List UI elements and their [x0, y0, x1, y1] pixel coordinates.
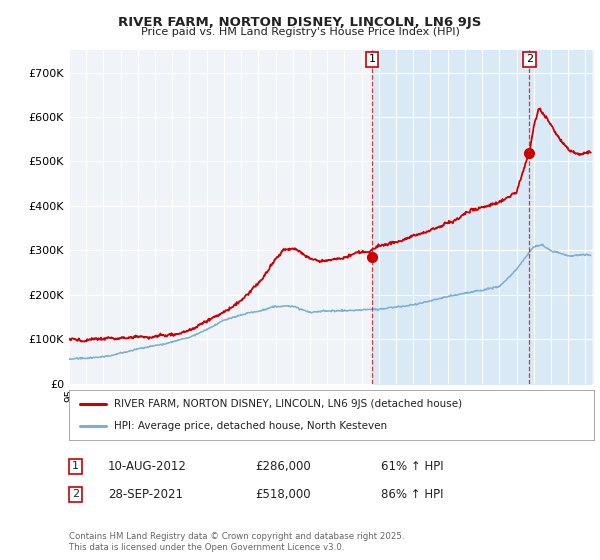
Text: £286,000: £286,000 [255, 460, 311, 473]
Text: Price paid vs. HM Land Registry's House Price Index (HPI): Price paid vs. HM Land Registry's House … [140, 27, 460, 37]
Text: 86% ↑ HPI: 86% ↑ HPI [381, 488, 443, 501]
Text: £518,000: £518,000 [255, 488, 311, 501]
Text: 1: 1 [72, 461, 79, 472]
Text: Contains HM Land Registry data © Crown copyright and database right 2025.
This d: Contains HM Land Registry data © Crown c… [69, 532, 404, 552]
Text: 2: 2 [526, 54, 533, 64]
Text: RIVER FARM, NORTON DISNEY, LINCOLN, LN6 9JS: RIVER FARM, NORTON DISNEY, LINCOLN, LN6 … [118, 16, 482, 29]
Text: 2: 2 [72, 489, 79, 500]
Text: HPI: Average price, detached house, North Kesteven: HPI: Average price, detached house, Nort… [113, 421, 387, 431]
Text: 61% ↑ HPI: 61% ↑ HPI [381, 460, 443, 473]
Text: 28-SEP-2021: 28-SEP-2021 [108, 488, 183, 501]
Text: 1: 1 [368, 54, 376, 64]
Text: 10-AUG-2012: 10-AUG-2012 [108, 460, 187, 473]
Text: RIVER FARM, NORTON DISNEY, LINCOLN, LN6 9JS (detached house): RIVER FARM, NORTON DISNEY, LINCOLN, LN6 … [113, 399, 462, 409]
